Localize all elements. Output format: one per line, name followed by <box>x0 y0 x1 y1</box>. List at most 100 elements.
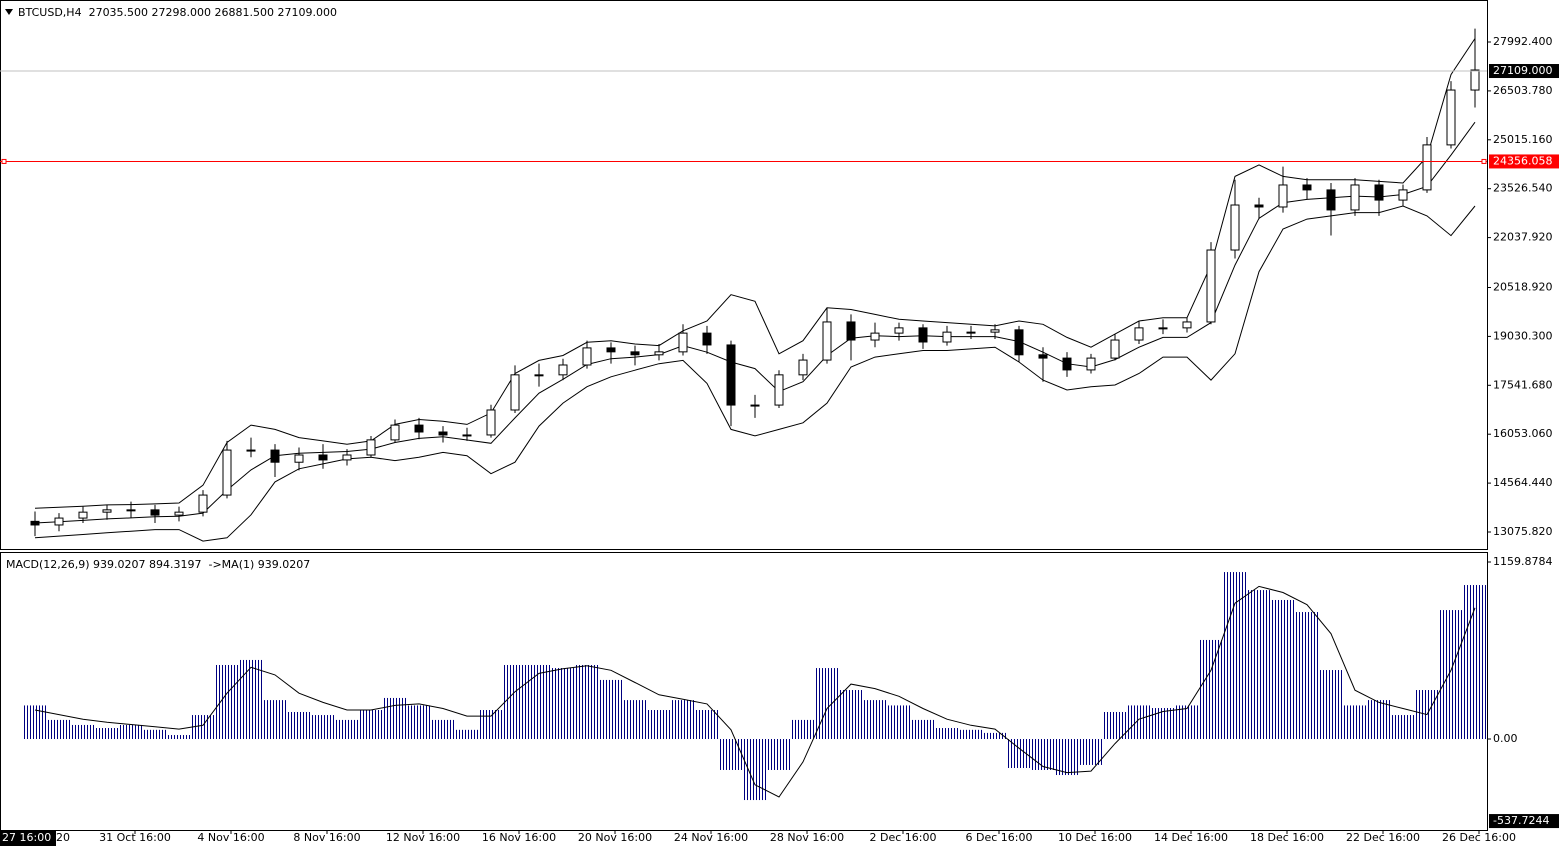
macd-bar <box>936 728 959 740</box>
level-handle <box>1481 158 1487 164</box>
macd-bar <box>1152 708 1175 740</box>
macd-bar <box>792 719 815 740</box>
macd-bar <box>672 700 695 740</box>
macd-bar <box>912 719 935 740</box>
candle-body <box>1422 144 1432 191</box>
macd-bar <box>888 705 911 740</box>
candle-body <box>1446 89 1456 146</box>
candle-body <box>630 351 640 356</box>
x-tick-label: 12 Nov 16:00 <box>386 831 460 844</box>
candle-body <box>678 332 688 353</box>
price-pane <box>0 0 1488 550</box>
macd-bar <box>1056 739 1079 776</box>
x-tick-label: 10 Dec 16:00 <box>1058 831 1132 844</box>
macd-pane <box>0 552 1488 831</box>
candle-body <box>534 374 544 377</box>
level-label-box <box>1489 64 1559 79</box>
macd-bar <box>744 739 767 801</box>
candle-body <box>246 449 256 452</box>
candle-body <box>1470 69 1480 91</box>
collapse-arrow[interactable] <box>5 9 13 15</box>
macd-bar <box>984 732 1007 740</box>
macd-bar <box>1200 639 1223 740</box>
macd-bar <box>1464 585 1487 740</box>
candle-body <box>102 509 112 513</box>
candle-body <box>1038 354 1048 359</box>
macd-bar <box>360 710 383 740</box>
macd-bar <box>576 664 599 740</box>
y-tick-label: 27992.400 <box>1493 35 1553 48</box>
x-tick-label: 22 Dec 16:00 <box>1346 831 1420 844</box>
candle-body <box>822 321 832 361</box>
macd-bar <box>864 700 887 740</box>
x-tick-label: 18 Dec 16:00 <box>1250 831 1324 844</box>
macd-bar <box>552 668 575 740</box>
x-tick-label: 20 Nov 16:00 <box>578 831 652 844</box>
macd-bar <box>408 705 431 740</box>
candle-body <box>174 511 184 516</box>
macd-bar <box>528 664 551 740</box>
macd-bar <box>456 729 479 740</box>
candle-body <box>462 434 472 437</box>
candle-body <box>558 364 568 376</box>
level-label: 27109.000 <box>1493 64 1553 77</box>
macd-bar <box>192 715 215 740</box>
x-tick-label: 16 Nov 16:00 <box>482 831 556 844</box>
y-tick-label: 22037.920 <box>1493 231 1553 244</box>
macd-bar <box>504 664 527 740</box>
macd-bar <box>1440 610 1463 740</box>
candle-body <box>270 449 280 463</box>
x-tick-label: 31 Oct 16:00 <box>99 831 171 844</box>
candle-body <box>942 331 952 343</box>
x-tick-label: 4 Nov 16:00 <box>197 831 264 844</box>
level-label-box <box>1489 814 1559 829</box>
candle-body <box>318 454 328 461</box>
y-tick-label: 20518.920 <box>1493 280 1553 293</box>
bollinger-band <box>34 205 1476 542</box>
macd-bar <box>120 724 143 740</box>
candle-body <box>1062 357 1072 371</box>
macd-bar <box>336 719 359 740</box>
macd-bar <box>96 728 119 740</box>
candle-body <box>1086 357 1096 371</box>
x-tick-label: 14 Dec 16:00 <box>1154 831 1228 844</box>
macd-bar <box>1392 715 1415 740</box>
candle-body <box>750 404 760 407</box>
macd-bar <box>1272 599 1295 740</box>
bollinger-band <box>34 38 1476 509</box>
candle-body <box>1134 327 1144 341</box>
y-tick-label: 19030.300 <box>1493 329 1553 342</box>
candle-body <box>510 374 520 411</box>
macd-bar <box>168 735 191 740</box>
candle-body <box>774 374 784 406</box>
y-tick-label: 23526.540 <box>1493 182 1553 195</box>
candle-body <box>1278 184 1288 208</box>
candle-body <box>966 331 976 334</box>
macd-bar <box>48 719 71 740</box>
x-tick-label: 2 Dec 16:00 <box>870 831 937 844</box>
candle-body <box>1014 329 1024 356</box>
macd-bar <box>720 739 743 770</box>
macd-bar <box>1176 705 1199 740</box>
macd-bar <box>600 679 623 740</box>
candle-body <box>1302 184 1312 191</box>
x-tick-label: 8 Nov 16:00 <box>293 831 360 844</box>
candle-body <box>654 351 664 356</box>
candle-body <box>870 332 880 341</box>
candle-body <box>1158 327 1168 330</box>
level-label: -537.7244 <box>1493 814 1549 827</box>
macd-bar <box>312 715 335 740</box>
macd-header: MACD(12,26,9) 939.0207 894.3197 ->MA(1) … <box>6 558 310 571</box>
x-tick-label: 24 Nov 16:00 <box>674 831 748 844</box>
macd-bar <box>1008 739 1031 768</box>
macd-bar <box>960 729 983 740</box>
candle-body <box>894 327 904 334</box>
y-tick-label: 25015.160 <box>1493 133 1553 146</box>
candle-body <box>294 454 304 463</box>
y-tick-label: 1159.8784 <box>1493 555 1553 568</box>
candle-body <box>1398 189 1408 201</box>
macd-bar <box>816 668 839 740</box>
macd-bar <box>240 659 263 740</box>
x-tick-label: 28 Nov 16:00 <box>770 831 844 844</box>
candle-body <box>1230 204 1240 251</box>
